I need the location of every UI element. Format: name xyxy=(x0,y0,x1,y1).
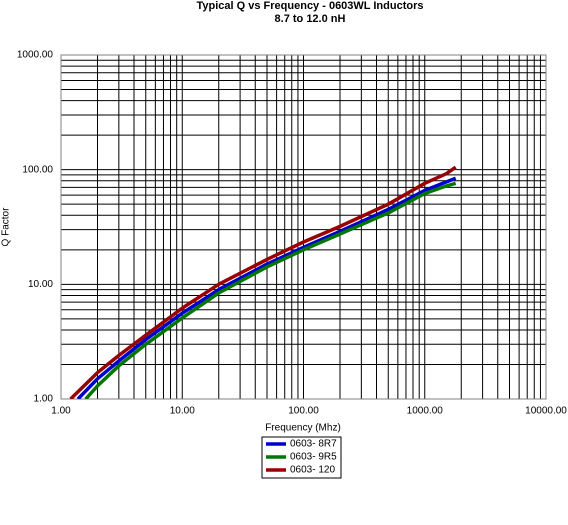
y-axis-label: Q Factor xyxy=(1,207,12,247)
y-tick-label: 100.00 xyxy=(22,164,53,175)
y-tick-label: 1000.00 xyxy=(17,50,54,61)
y-tick-label: 1.00 xyxy=(34,394,54,405)
series-line xyxy=(69,165,457,399)
x-tick-label: 1000.00 xyxy=(407,406,444,417)
x-tick-label: 100.00 xyxy=(288,406,319,417)
y-tick-label: 10.00 xyxy=(28,279,53,290)
x-tick-label: 10.00 xyxy=(170,406,195,417)
x-tick-label: 10000.00 xyxy=(525,406,567,417)
chart-title: Typical Q vs Frequency - 0603WL Inductor… xyxy=(197,0,424,12)
legend-label: 0603- 120 xyxy=(290,465,335,476)
legend-label: 0603- 9R5 xyxy=(290,452,337,463)
series-line xyxy=(84,181,457,399)
legend-label: 0603- 8R7 xyxy=(290,439,337,450)
x-tick-label: 1.00 xyxy=(51,406,71,417)
series-line xyxy=(76,176,457,399)
x-axis-label: Frequency (Mhz) xyxy=(265,423,341,434)
plot-frame xyxy=(60,54,547,400)
chart-subtitle: 8.7 to 12.0 nH xyxy=(275,13,346,25)
